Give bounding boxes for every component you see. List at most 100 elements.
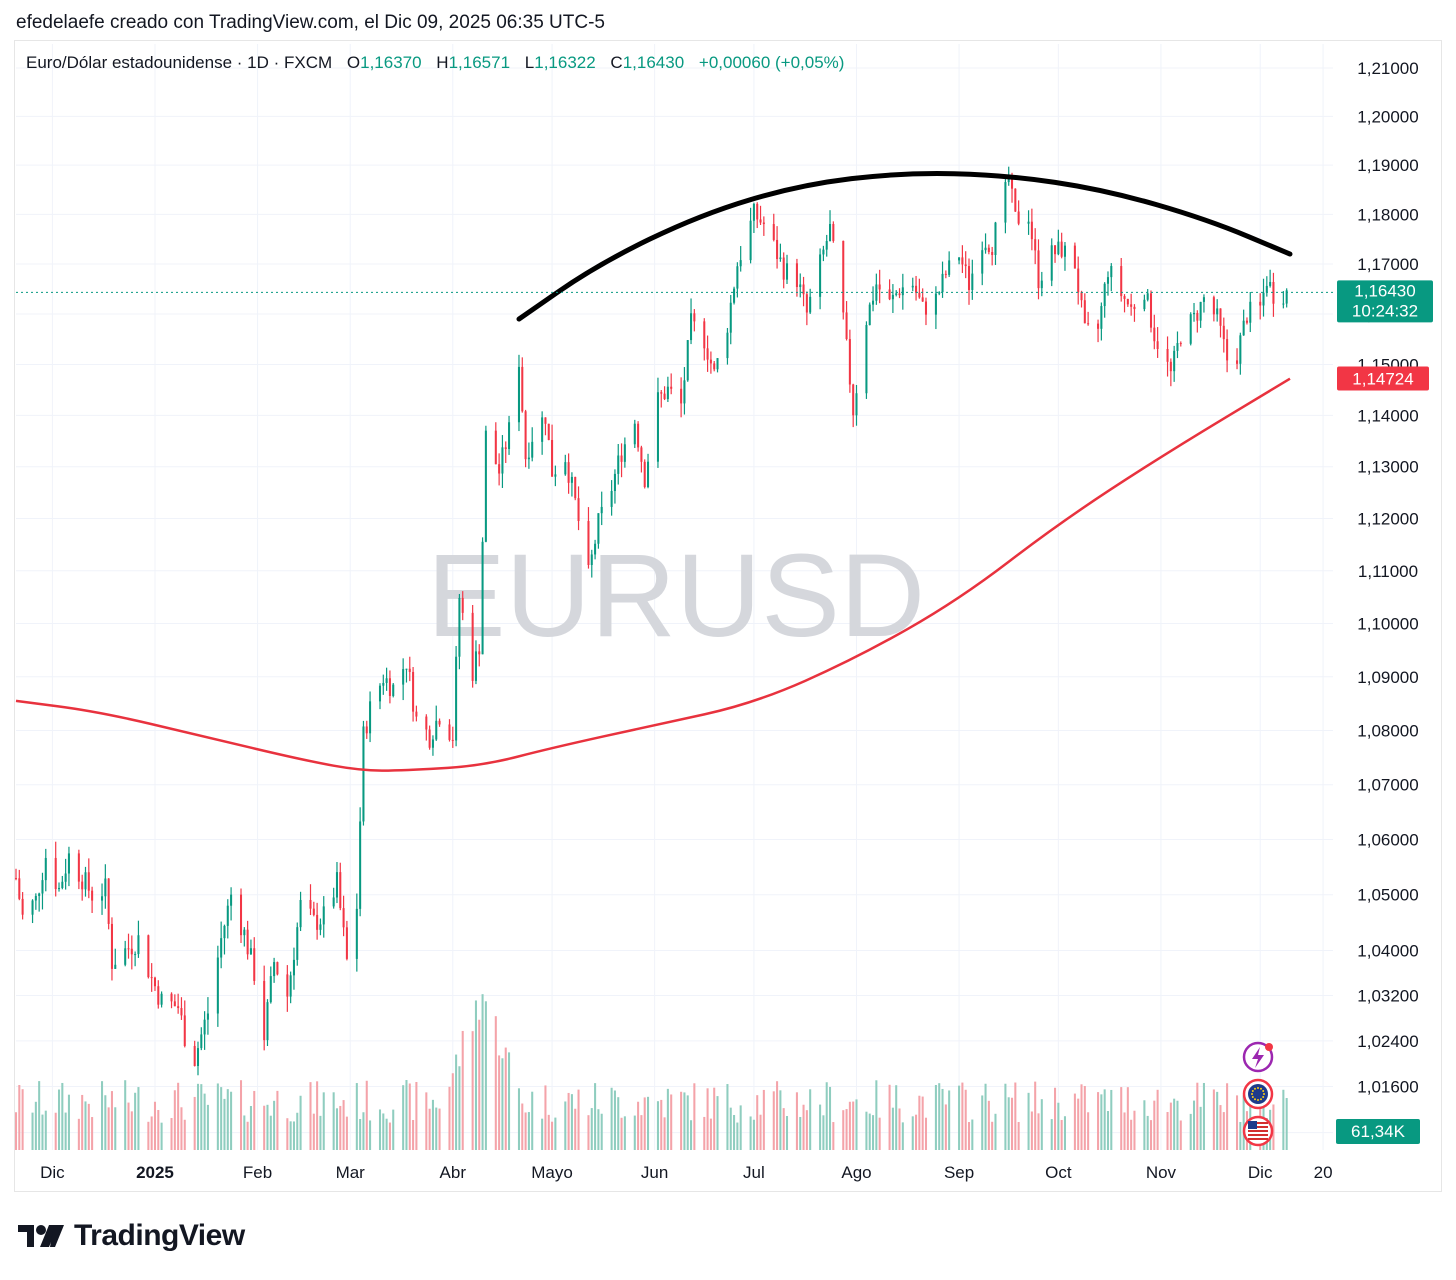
volume-bar [1034, 1081, 1037, 1150]
candlestick-series [14, 166, 1288, 1076]
candle-body [362, 726, 365, 822]
volume-bar [1272, 1104, 1275, 1150]
volume-label-box [1336, 1119, 1420, 1144]
volume-bars [14, 994, 1288, 1150]
volume-bar [941, 1088, 944, 1150]
candle-body [848, 339, 851, 385]
volume-bar [944, 1104, 947, 1150]
ma-label-box [1337, 366, 1429, 391]
volume-bar [458, 1066, 461, 1150]
volume-bar [574, 1108, 577, 1150]
candle-body [276, 962, 279, 975]
candle-body [1245, 320, 1248, 323]
price-tick-label: 1,04000 [1357, 941, 1418, 960]
volume-bar [332, 1092, 335, 1150]
volume-bar [739, 1105, 742, 1150]
volume-bar [239, 1080, 243, 1150]
candle-body [554, 474, 557, 477]
volume-bar [1156, 1089, 1159, 1150]
candle-body [852, 384, 855, 416]
candle-body [203, 1019, 206, 1035]
candle-body [87, 872, 90, 891]
candle-body [101, 896, 104, 901]
candle-body [77, 853, 80, 882]
volume-bar [967, 1122, 971, 1150]
candle-body [1242, 320, 1245, 336]
candle-body [124, 948, 127, 965]
volume-bar [544, 1085, 547, 1150]
volume-bar [1123, 1112, 1126, 1150]
volume-bar [1212, 1089, 1215, 1150]
candle-body [924, 301, 928, 315]
volume-bar [567, 1092, 570, 1150]
volume-bar [216, 1083, 219, 1150]
candle-body [1037, 250, 1040, 289]
volume-bar [785, 1116, 789, 1150]
volume-bar [1130, 1119, 1133, 1150]
price-tick-label: 1,18000 [1357, 205, 1418, 224]
volume-bar [527, 1112, 530, 1150]
candle-body [1149, 293, 1153, 328]
volume-bar [180, 1107, 183, 1150]
candle-body [286, 974, 289, 997]
candle-body [567, 462, 570, 483]
volume-bar [517, 1088, 521, 1150]
price-chart[interactable]: EURUSD 1,21000 1,20000 1,19000 1,18000 1,170… [0, 0, 1456, 1200]
volume-bar [987, 1100, 990, 1150]
grid-layer [16, 44, 1333, 1150]
volume-bar [1103, 1089, 1106, 1150]
rounded-top-arc-drawing[interactable] [516, 171, 1293, 322]
price-tick-label: 1,08000 [1357, 722, 1418, 741]
candle-body [458, 597, 461, 657]
volume-bar [805, 1110, 808, 1150]
candle-body [752, 203, 755, 221]
volume-bar [756, 1095, 759, 1150]
volume-bar [984, 1083, 987, 1150]
volume-bar [551, 1121, 554, 1150]
candle-body [226, 905, 229, 926]
volume-bar [134, 1092, 137, 1150]
bar-countdown: 10:24:32 [1352, 301, 1418, 320]
candle-body [574, 476, 577, 499]
volume-bar [637, 1101, 640, 1150]
volume-bar [1120, 1087, 1123, 1150]
candle-body [597, 513, 600, 544]
volume-bar [1017, 1122, 1020, 1150]
candle-body [958, 257, 961, 261]
volume-bar [206, 1104, 209, 1150]
candle-body [895, 293, 898, 295]
candle-body [84, 872, 87, 890]
candle-body [160, 993, 163, 1005]
candle-body [594, 543, 597, 555]
candle-body [1097, 323, 1100, 329]
candle-body [253, 948, 256, 981]
candle-body [656, 392, 659, 462]
volume-bar [541, 1118, 544, 1150]
volume-bar [994, 1113, 997, 1150]
volume-bar [924, 1117, 928, 1150]
candle-body [1173, 350, 1176, 372]
volume-bar [220, 1087, 223, 1150]
volume-bar [431, 1099, 434, 1150]
candle-body [590, 554, 593, 565]
candle-body [1249, 301, 1252, 323]
candle-body [967, 266, 971, 290]
candle-body [91, 890, 94, 901]
candle-body [822, 249, 825, 255]
tradingview-brand[interactable]: TradingView [18, 1218, 245, 1254]
candle-body [1196, 312, 1199, 321]
candle-body [1269, 281, 1272, 286]
volume-bar [223, 1098, 226, 1150]
candle-body [216, 957, 219, 1014]
volume-bar [1149, 1120, 1153, 1150]
volume-bar [911, 1116, 914, 1150]
brand-name: TradingView [74, 1219, 245, 1252]
candle-body [779, 257, 782, 260]
candle-body [693, 313, 696, 322]
volume-bar [647, 1096, 650, 1150]
volume-bar [157, 1109, 160, 1150]
candle-body [1073, 245, 1076, 269]
volume-bar [286, 1118, 289, 1150]
volume-bar [41, 1114, 44, 1150]
